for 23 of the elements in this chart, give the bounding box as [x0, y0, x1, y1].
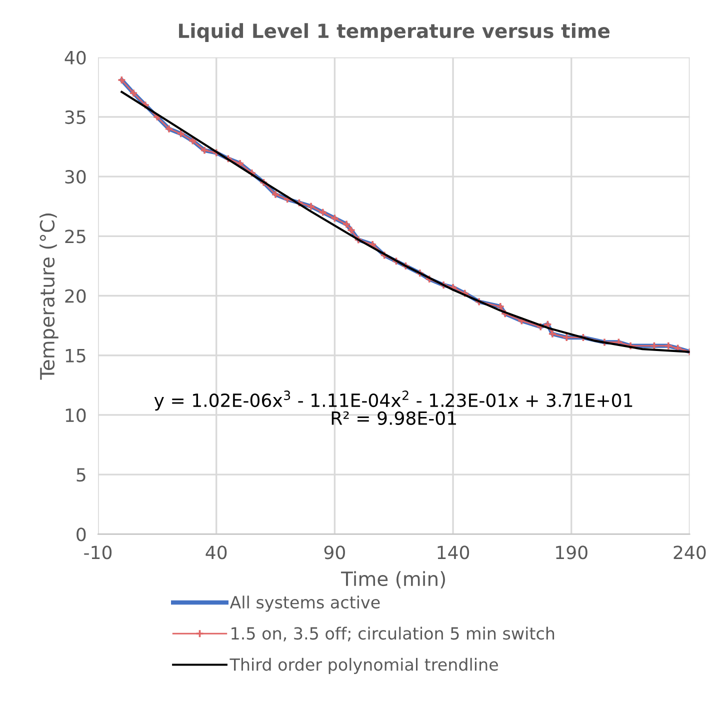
x-tick-label: 90	[324, 546, 345, 560]
y-tick-label: 15	[66, 349, 86, 362]
legend-label: All systems active	[230, 596, 380, 612]
x-tick-label: 190	[556, 546, 588, 560]
x-axis-title: Time (min)	[341, 571, 445, 588]
y-tick-label: 10	[66, 408, 86, 422]
y-tick-label: 30	[65, 170, 86, 184]
y-tick-label: 5	[76, 468, 86, 482]
x-tick-label: 240	[674, 546, 706, 560]
annotation: y = 1.02E-06x$^{3}$ - 1.11E-04x$^{2}$ - 1.23E-01x + 3.71E+01	[154, 390, 632, 411]
x-tick-label: 140	[438, 546, 470, 560]
annotation: R² = 9.98E-01	[332, 411, 456, 425]
y-tick-label: 25	[65, 230, 86, 244]
chart-title: Liquid Level 1 temperature versus time	[179, 23, 610, 42]
y-tick-label: 0	[76, 528, 86, 542]
legend-label: Third order polynomial trendline	[230, 658, 498, 674]
legend-label: 1.5 on, 3.5 off; circulation 5 min switch	[232, 626, 554, 642]
y-tick-label: 40	[64, 50, 86, 64]
y-tick-label: 20	[65, 289, 86, 303]
y-axis-title: Temperature (°C)	[40, 214, 58, 380]
x-tick-label: 40	[206, 546, 227, 560]
y-tick-label: 35	[65, 110, 86, 124]
x-tick-label: -10	[84, 546, 112, 560]
